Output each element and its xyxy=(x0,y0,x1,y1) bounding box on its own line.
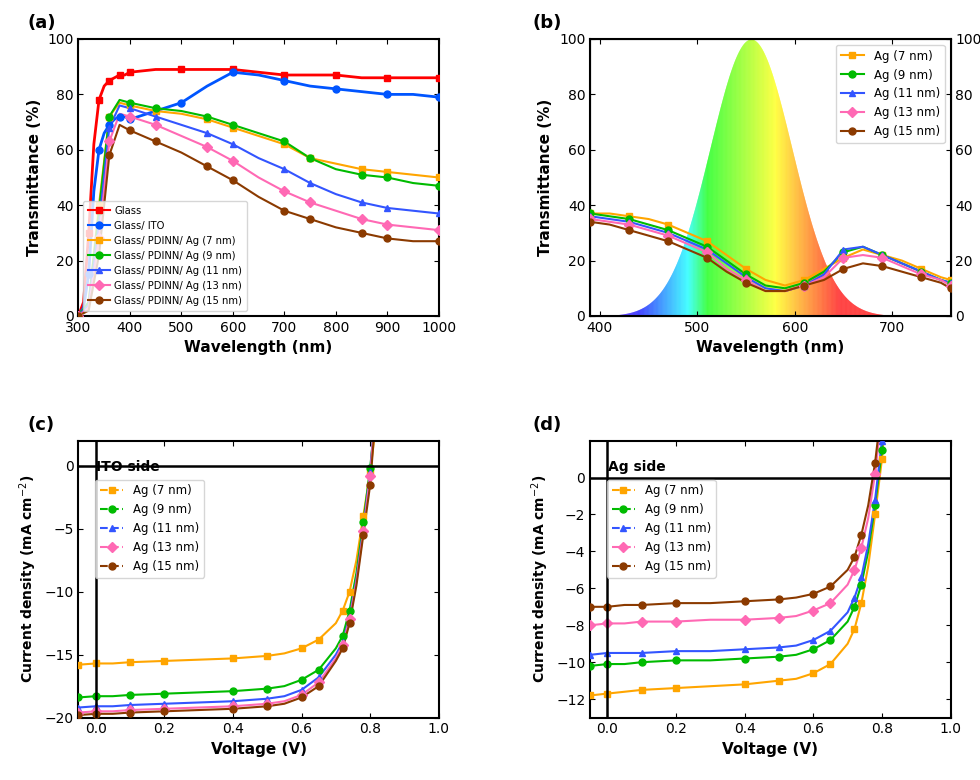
X-axis label: Voltage (V): Voltage (V) xyxy=(211,742,307,757)
Legend: Ag (7 nm), Ag (9 nm), Ag (11 nm), Ag (13 nm), Ag (15 nm): Ag (7 nm), Ag (9 nm), Ag (11 nm), Ag (13… xyxy=(607,480,715,578)
Y-axis label: Transmittance (%): Transmittance (%) xyxy=(26,99,41,256)
Text: (b): (b) xyxy=(532,14,562,32)
Text: (a): (a) xyxy=(28,14,57,32)
X-axis label: Voltage (V): Voltage (V) xyxy=(722,742,818,757)
Y-axis label: Current density (mA cm$^{-2}$): Current density (mA cm$^{-2}$) xyxy=(17,475,39,683)
Legend: Ag (7 nm), Ag (9 nm), Ag (11 nm), Ag (13 nm), Ag (15 nm): Ag (7 nm), Ag (9 nm), Ag (11 nm), Ag (13… xyxy=(95,480,204,578)
Y-axis label: Current density (mA cm$^{-2}$): Current density (mA cm$^{-2}$) xyxy=(529,475,551,683)
Legend: Glass, Glass/ ITO, Glass/ PDINN/ Ag (7 nm), Glass/ PDINN/ Ag (9 nm), Glass/ PDIN: Glass, Glass/ ITO, Glass/ PDINN/ Ag (7 n… xyxy=(83,201,247,311)
Legend: Ag (7 nm), Ag (9 nm), Ag (11 nm), Ag (13 nm), Ag (15 nm): Ag (7 nm), Ag (9 nm), Ag (11 nm), Ag (13… xyxy=(836,45,945,143)
Text: Ag side: Ag side xyxy=(609,460,666,474)
Text: ITO side: ITO side xyxy=(96,460,160,474)
Y-axis label: Transmittance (%): Transmittance (%) xyxy=(538,99,554,256)
X-axis label: Wavelength (nm): Wavelength (nm) xyxy=(184,340,333,356)
X-axis label: Wavelength (nm): Wavelength (nm) xyxy=(696,340,845,356)
Text: (c): (c) xyxy=(28,416,55,434)
Text: (d): (d) xyxy=(532,416,562,434)
